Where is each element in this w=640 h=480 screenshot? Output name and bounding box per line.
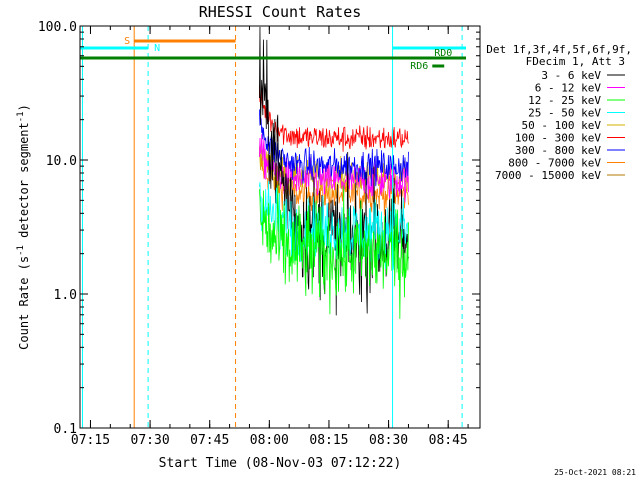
legend-header-line-1: Det 1f,3f,4f,5f,6f,9f, bbox=[486, 43, 632, 56]
chart-title: RHESSI Count Rates bbox=[199, 3, 362, 21]
x-tick-label-6: 08:45 bbox=[429, 433, 468, 448]
legend-entry-4: 50 - 100 keV bbox=[522, 119, 602, 132]
plot-frame bbox=[79, 25, 481, 429]
y-axis-label-mid: detector segment bbox=[17, 122, 31, 245]
series-trace-300-800 bbox=[259, 109, 409, 187]
x-axis-label: Start Time (08-Nov-03 07:12:22) bbox=[159, 456, 402, 471]
flag-label-rd6: RD6 bbox=[410, 61, 428, 72]
series-layer bbox=[259, 26, 409, 319]
y-axis-label-sup2: -1 bbox=[16, 111, 26, 122]
x-tick-label-4: 08:15 bbox=[309, 433, 348, 448]
flag-label-n: N bbox=[154, 43, 160, 54]
flag-label-rd0: RD0 bbox=[434, 48, 452, 59]
y-tick-label-0: 0.1 bbox=[54, 422, 77, 437]
legend-entry-8: 7000 - 15000 keV bbox=[495, 169, 601, 182]
legend-entry-5: 100 - 300 keV bbox=[515, 132, 601, 145]
flag-label-s: S bbox=[124, 36, 130, 47]
y-axis-label: Count Rate (s-1 detector segment-1) bbox=[16, 104, 31, 350]
x-tick-label-3: 08:00 bbox=[250, 433, 289, 448]
footer-timestamp: 25-Oct-2021 08:21 bbox=[554, 468, 636, 477]
vertical-lines-layer bbox=[82, 26, 463, 428]
x-tick-label-2: 07:45 bbox=[190, 433, 229, 448]
legend-entry-6: 300 - 800 keV bbox=[515, 144, 601, 157]
x-tick-label-1: 07:30 bbox=[131, 433, 170, 448]
series-trace-12-25 bbox=[259, 184, 409, 319]
y-axis-label-sup1: -1 bbox=[16, 245, 26, 256]
y-tick-label-3: 100.0 bbox=[38, 20, 77, 35]
y-axis-label-end: ) bbox=[17, 104, 31, 111]
x-tick-label-0: 07:15 bbox=[71, 433, 110, 448]
legend-entry-7: 800 - 7000 keV bbox=[508, 157, 601, 170]
legend: Det 1f,3f,4f,5f,6f,9f,FDecim 1, Att 33 -… bbox=[486, 43, 632, 182]
legend-entry-1: 6 - 12 keV bbox=[535, 82, 602, 95]
x-tick-label-5: 08:30 bbox=[369, 433, 408, 448]
y-axis-label-main: Count Rate (s bbox=[17, 256, 31, 350]
legend-entry-2: 12 - 25 keV bbox=[528, 94, 601, 107]
legend-entry-3: 25 - 50 keV bbox=[528, 107, 601, 120]
legend-entry-0: 3 - 6 keV bbox=[541, 69, 601, 82]
y-tick-label-2: 10.0 bbox=[46, 154, 77, 169]
legend-header-line-2: FDecim 1, Att 3 bbox=[526, 55, 625, 68]
series-trace-100-300 bbox=[259, 85, 409, 152]
ticks-layer: 0.1 1.0 10.0 100.0 07:15 07:30 07:45 08:00 08:15… bbox=[38, 20, 480, 448]
flag-bars-layer: S N RD0 RD6 bbox=[80, 36, 466, 72]
y-tick-label-1: 1.0 bbox=[54, 288, 77, 303]
